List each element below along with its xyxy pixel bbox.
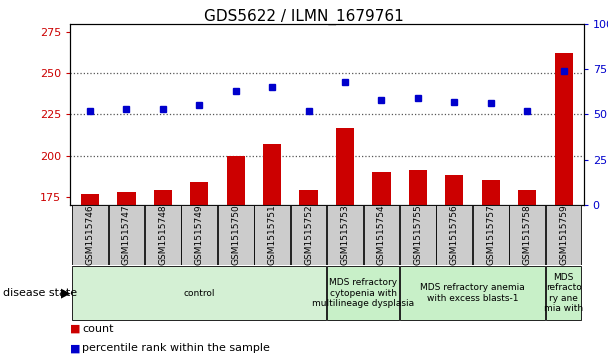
Bar <box>546 205 581 265</box>
Text: GDS5622 / ILMN_1679761: GDS5622 / ILMN_1679761 <box>204 9 404 25</box>
Bar <box>400 266 545 320</box>
Bar <box>510 205 545 265</box>
Text: count: count <box>82 323 114 334</box>
Text: GSM1515752: GSM1515752 <box>304 205 313 265</box>
Text: GSM1515756: GSM1515756 <box>450 205 459 265</box>
Text: ■: ■ <box>70 343 80 354</box>
Bar <box>154 190 172 363</box>
Bar <box>263 144 282 363</box>
Text: disease state: disease state <box>3 288 77 298</box>
Bar <box>372 172 390 363</box>
Bar <box>409 171 427 363</box>
Bar <box>254 205 290 265</box>
Bar <box>400 205 436 265</box>
Text: GSM1515749: GSM1515749 <box>195 205 204 265</box>
Bar <box>181 205 217 265</box>
Text: MDS refractory anemia
with excess blasts-1: MDS refractory anemia with excess blasts… <box>420 284 525 303</box>
Bar <box>364 205 399 265</box>
Text: percentile rank within the sample: percentile rank within the sample <box>82 343 270 354</box>
Bar <box>473 205 509 265</box>
Bar <box>190 182 209 363</box>
Bar <box>546 266 581 320</box>
Bar <box>117 192 136 363</box>
Bar <box>327 205 363 265</box>
Text: GSM1515755: GSM1515755 <box>413 205 423 265</box>
Text: GSM1515751: GSM1515751 <box>268 205 277 265</box>
Bar <box>336 127 354 363</box>
Text: GSM1515748: GSM1515748 <box>158 205 167 265</box>
Bar <box>109 205 144 265</box>
Bar <box>81 193 99 363</box>
Bar <box>437 205 472 265</box>
Text: GSM1515753: GSM1515753 <box>340 205 350 265</box>
Bar <box>218 205 254 265</box>
Bar <box>300 190 318 363</box>
Text: control: control <box>184 289 215 298</box>
Text: ■: ■ <box>70 323 80 334</box>
Bar <box>554 53 573 363</box>
Text: MDS
refracto
ry ane
mia with: MDS refracto ry ane mia with <box>544 273 583 313</box>
Text: GSM1515759: GSM1515759 <box>559 205 568 265</box>
Bar <box>518 190 536 363</box>
Bar <box>72 266 326 320</box>
Text: GSM1515758: GSM1515758 <box>523 205 532 265</box>
Bar <box>227 156 245 363</box>
Text: MDS refractory
cytopenia with
multilineage dysplasia: MDS refractory cytopenia with multilinea… <box>312 278 414 308</box>
Text: GSM1515754: GSM1515754 <box>377 205 386 265</box>
Bar <box>145 205 181 265</box>
Text: GSM1515750: GSM1515750 <box>231 205 240 265</box>
Bar <box>72 205 108 265</box>
Text: GSM1515757: GSM1515757 <box>486 205 496 265</box>
Text: GSM1515746: GSM1515746 <box>86 205 94 265</box>
Bar <box>445 175 463 363</box>
Bar <box>291 205 326 265</box>
Bar <box>482 180 500 363</box>
Bar <box>327 266 399 320</box>
Text: ▶: ▶ <box>61 287 71 299</box>
Text: GSM1515747: GSM1515747 <box>122 205 131 265</box>
